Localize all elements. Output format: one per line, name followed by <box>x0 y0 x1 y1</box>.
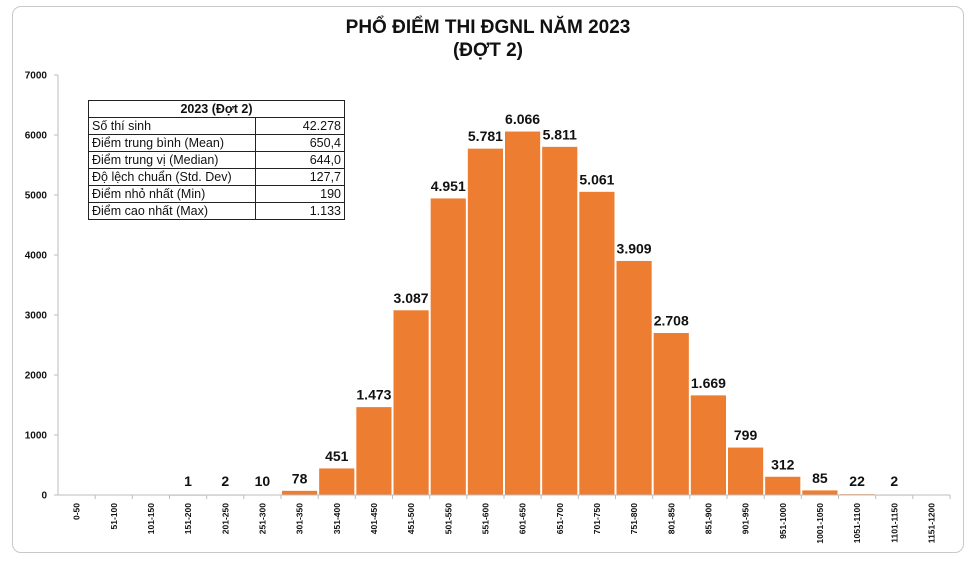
x-tick-label: 601-650 <box>518 503 528 534</box>
stats-row: Độ lệch chuẩn (Std. Dev) 127,7 <box>88 168 345 186</box>
x-tick-label: 1101-1150 <box>889 503 899 543</box>
bar <box>615 259 653 496</box>
bar <box>466 147 505 496</box>
data-label: 2 <box>221 473 229 489</box>
x-tick-label: 751-800 <box>629 503 639 534</box>
y-tick-label: 5000 <box>25 191 48 202</box>
stats-header-row: 2023 (Đợt 2) <box>88 100 345 118</box>
y-tick-label: 6000 <box>25 131 48 142</box>
x-tick-label: 1051-1100 <box>852 503 862 543</box>
stats-label: Điểm cao nhất (Max) <box>88 202 256 220</box>
stats-row: Điểm trung vị (Median) 644,0 <box>88 151 345 169</box>
x-tick-label: 951-1000 <box>778 503 788 539</box>
x-tick-label: 701-750 <box>592 503 602 534</box>
bar <box>689 394 727 496</box>
bar <box>652 332 690 496</box>
data-label: 2.708 <box>654 313 689 329</box>
x-axis: 0-50 51-100 101-150 151-200 201-250 251-300 30… <box>58 494 951 544</box>
y-tick-label: 3000 <box>25 311 48 322</box>
x-tick-label: 901-950 <box>741 503 751 534</box>
bar <box>764 475 802 496</box>
x-tick-label: 301-350 <box>295 503 305 534</box>
data-label: 22 <box>849 473 865 489</box>
stats-value: 644,0 <box>255 151 345 169</box>
stats-label: Độ lệch chuẩn (Std. Dev) <box>88 168 256 186</box>
bars <box>169 130 913 497</box>
data-label: 312 <box>771 456 795 472</box>
bar <box>578 190 616 496</box>
data-label: 4.951 <box>431 178 466 194</box>
data-label: 6.066 <box>505 111 540 127</box>
data-label: 1 <box>184 473 192 489</box>
y-tick-label: 7000 <box>25 71 48 82</box>
x-tick-label: 201-250 <box>220 503 230 534</box>
x-tick-label: 351-400 <box>332 503 342 534</box>
y-tick-label: 4000 <box>25 251 48 262</box>
x-tick-label: 801-850 <box>666 503 676 534</box>
y-axis: 0 1000 2000 3000 4000 5000 6000 7000 <box>25 71 59 502</box>
data-label: 85 <box>812 470 828 486</box>
data-label: 1.669 <box>691 375 726 391</box>
y-tick-label: 2000 <box>25 371 48 382</box>
stats-label: Điểm nhỏ nhất (Min) <box>88 185 256 203</box>
stats-table: 2023 (Đợt 2) Số thí sinh 42.278 Điểm tru… <box>88 100 345 220</box>
stats-value: 42.278 <box>255 117 345 135</box>
chart-title-line1: PHỔ ĐIỂM THI ĐGNL NĂM 2023 <box>346 16 631 38</box>
bar <box>727 446 765 496</box>
stats-label: Điểm trung vị (Median) <box>88 151 256 169</box>
data-label: 3.087 <box>394 290 429 306</box>
bar <box>318 467 356 496</box>
bar <box>429 197 467 496</box>
stats-value: 127,7 <box>255 168 345 186</box>
stats-row: Điểm nhỏ nhất (Min) 190 <box>88 185 345 203</box>
bar <box>281 489 319 496</box>
x-tick-label: 1001-1050 <box>815 503 825 544</box>
stats-header: 2023 (Đợt 2) <box>88 100 345 118</box>
x-tick-label: 151-200 <box>183 503 193 534</box>
stats-label: Điểm trung bình (Mean) <box>88 134 256 152</box>
data-label: 2 <box>890 473 898 489</box>
x-tick-label: 551-600 <box>480 503 490 534</box>
x-tick-label: 401-450 <box>369 503 379 534</box>
data-label: 5.061 <box>579 171 614 187</box>
x-tick-label: 1151-1200 <box>926 503 936 543</box>
data-label: 5.781 <box>468 128 503 144</box>
stats-row: Điểm cao nhất (Max) 1.133 <box>88 202 345 220</box>
x-tick-label: 0-50 <box>72 503 82 520</box>
x-tick-label: 651-700 <box>555 503 565 534</box>
data-label: 5.811 <box>543 126 577 142</box>
data-label: 78 <box>292 470 308 486</box>
x-tick-label: 851-900 <box>703 503 713 534</box>
y-tick-label: 1000 <box>25 431 48 442</box>
x-tick-label: 51-100 <box>109 503 119 530</box>
bar <box>801 489 839 496</box>
y-tick-label: 0 <box>41 491 47 502</box>
data-label: 1.473 <box>356 387 391 403</box>
x-tick-label: 101-150 <box>146 503 156 534</box>
data-label: 10 <box>255 473 271 489</box>
stats-row: Điểm trung bình (Mean) 650,4 <box>88 134 345 152</box>
x-tick-label: 501-550 <box>443 503 453 534</box>
stats-row: Số thí sinh 42.278 <box>88 117 345 135</box>
bar <box>504 130 542 496</box>
bar <box>355 406 393 496</box>
chart-title-line2: (ĐỢT 2) <box>453 40 523 61</box>
stats-value: 1.133 <box>255 202 345 220</box>
x-tick-label: 251-300 <box>257 503 267 534</box>
data-label: 3.909 <box>617 240 652 256</box>
stats-value: 650,4 <box>255 134 345 152</box>
stats-value: 190 <box>255 185 345 203</box>
data-label: 451 <box>325 448 349 464</box>
stats-label: Số thí sinh <box>88 117 256 135</box>
data-label: 799 <box>734 427 758 443</box>
bar <box>392 309 430 496</box>
bar <box>541 145 579 496</box>
x-tick-label: 451-500 <box>406 503 416 534</box>
